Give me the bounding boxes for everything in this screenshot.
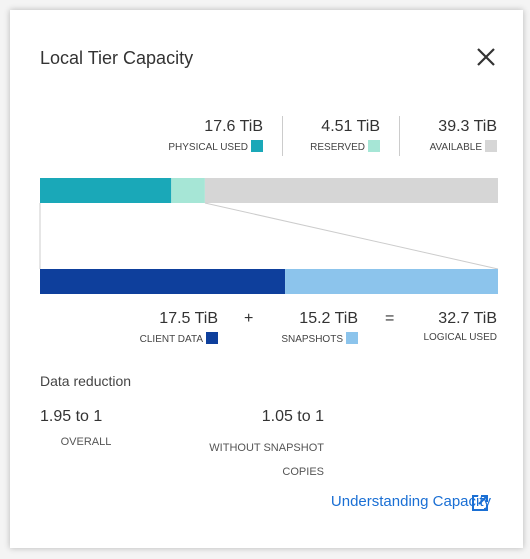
operator: + bbox=[244, 310, 254, 327]
stat-value: 17.5 TiB bbox=[159, 310, 218, 327]
stat-label: RESERVED bbox=[310, 142, 365, 153]
external-link-icon[interactable] bbox=[470, 493, 490, 513]
stat: 17.6 TiB PHYSICAL USED bbox=[168, 118, 263, 153]
ratio-label: OVERALL bbox=[60, 436, 112, 448]
stat: 17.5 TiB CLIENT DATA bbox=[140, 310, 218, 345]
stat: 15.2 TiB SNAPSHOTS bbox=[281, 310, 358, 345]
ratio: 1.05 to 1 bbox=[261, 408, 324, 425]
section-heading: Data reduction bbox=[40, 373, 132, 389]
stat-label: PHYSICAL USED bbox=[168, 142, 248, 153]
stat-value: 17.6 TiB bbox=[204, 118, 263, 135]
stat-value: 15.2 TiB bbox=[299, 310, 358, 327]
stat-label: SNAPSHOTS bbox=[281, 334, 343, 345]
swatch bbox=[206, 332, 218, 344]
swatch bbox=[485, 140, 497, 152]
stat-label: AVAILABLE bbox=[429, 142, 482, 153]
separator bbox=[282, 116, 283, 156]
swatch bbox=[251, 140, 263, 152]
panel-title: Local Tier Capacity bbox=[40, 48, 194, 68]
help-link[interactable]: Understanding Capacity bbox=[330, 493, 491, 510]
close-button[interactable] bbox=[475, 46, 497, 68]
logical-segment bbox=[40, 269, 286, 294]
capacity-segment bbox=[204, 178, 499, 203]
operator: = bbox=[385, 310, 395, 327]
ratio-label: WITHOUT SNAPSHOT COPIES bbox=[209, 442, 324, 478]
capacity-segment bbox=[40, 178, 172, 203]
stat-value: 39.3 TiB bbox=[438, 118, 497, 135]
connector bbox=[39, 202, 499, 270]
stat: 39.3 TiB AVAILABLE bbox=[430, 118, 497, 153]
stat-label: CLIENT DATA bbox=[139, 334, 203, 345]
logical-segment bbox=[285, 269, 498, 294]
capacity-panel: Local Tier Capacity 17.6 TiB PHYSICAL US… bbox=[10, 10, 523, 548]
swatch bbox=[368, 140, 380, 152]
capacity-bars bbox=[39, 178, 499, 294]
stat: 4.51 TiB RESERVED bbox=[310, 118, 380, 153]
capacity-segment bbox=[171, 178, 205, 203]
stat-value: 4.51 TiB bbox=[321, 118, 380, 135]
separator bbox=[399, 116, 400, 156]
ratio-item: 1.05 to 1 WITHOUT SNAPSHOT COPIES bbox=[180, 408, 324, 484]
ratio: 1.95 to 1 bbox=[40, 408, 103, 425]
stat-value: 32.7 TiB bbox=[438, 310, 497, 327]
swatch bbox=[346, 332, 358, 344]
stat: 32.7 TiB LOGICAL USED bbox=[423, 310, 497, 343]
ratio-item: 1.95 to 1 OVERALL bbox=[40, 408, 132, 448]
stat-label: LOGICAL USED bbox=[423, 332, 497, 343]
